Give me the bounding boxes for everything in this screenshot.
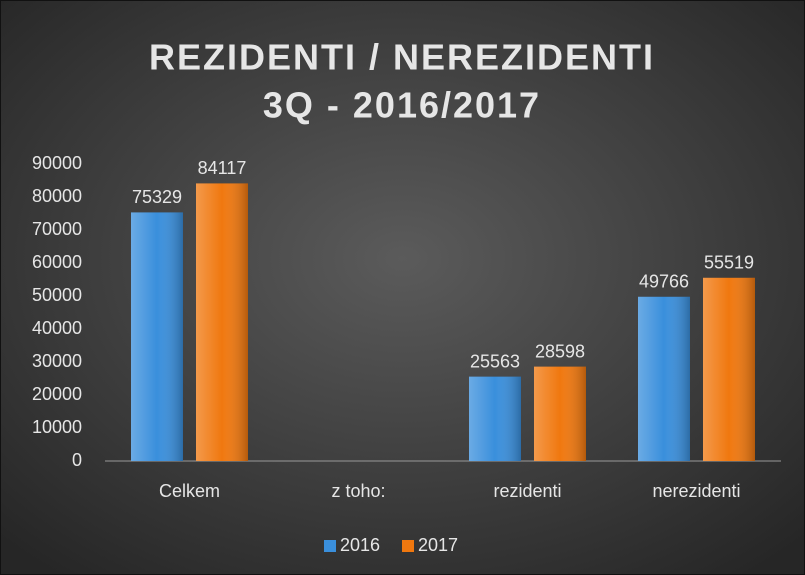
data-label: 75329 bbox=[132, 187, 182, 207]
y-tick-label: 90000 bbox=[32, 153, 82, 173]
data-label: 28598 bbox=[535, 341, 585, 361]
y-tick-label: 80000 bbox=[32, 186, 82, 206]
data-label: 25563 bbox=[470, 351, 520, 371]
bar bbox=[703, 277, 755, 461]
y-tick-label: 10000 bbox=[32, 417, 82, 437]
x-tick-label: nerezidenti bbox=[652, 481, 740, 501]
y-tick-label: 20000 bbox=[32, 384, 82, 404]
y-tick-label: 60000 bbox=[32, 252, 82, 272]
legend-swatch bbox=[324, 540, 336, 552]
y-tick-label: 40000 bbox=[32, 318, 82, 338]
bar bbox=[196, 183, 248, 462]
x-tick-label: Celkem bbox=[159, 481, 220, 501]
y-tick-label: 70000 bbox=[32, 219, 82, 239]
y-tick-label: 0 bbox=[72, 450, 82, 470]
chart-title: REZIDENTI / NEREZIDENTI bbox=[149, 37, 655, 78]
bar bbox=[534, 366, 586, 461]
y-tick-label: 50000 bbox=[32, 285, 82, 305]
legend-label: 2017 bbox=[418, 535, 458, 555]
legend-label: 2016 bbox=[340, 535, 380, 555]
data-label: 55519 bbox=[704, 253, 754, 273]
bar bbox=[638, 296, 690, 461]
bar bbox=[131, 212, 183, 461]
data-label: 49766 bbox=[639, 272, 689, 292]
x-tick-label: rezidenti bbox=[493, 481, 561, 501]
x-tick-label: z toho: bbox=[331, 481, 385, 501]
chart-title: 3Q - 2016/2017 bbox=[263, 85, 541, 126]
data-label: 84117 bbox=[198, 158, 247, 178]
bar bbox=[469, 376, 521, 461]
y-tick-label: 30000 bbox=[32, 351, 82, 371]
legend-swatch bbox=[402, 540, 414, 552]
